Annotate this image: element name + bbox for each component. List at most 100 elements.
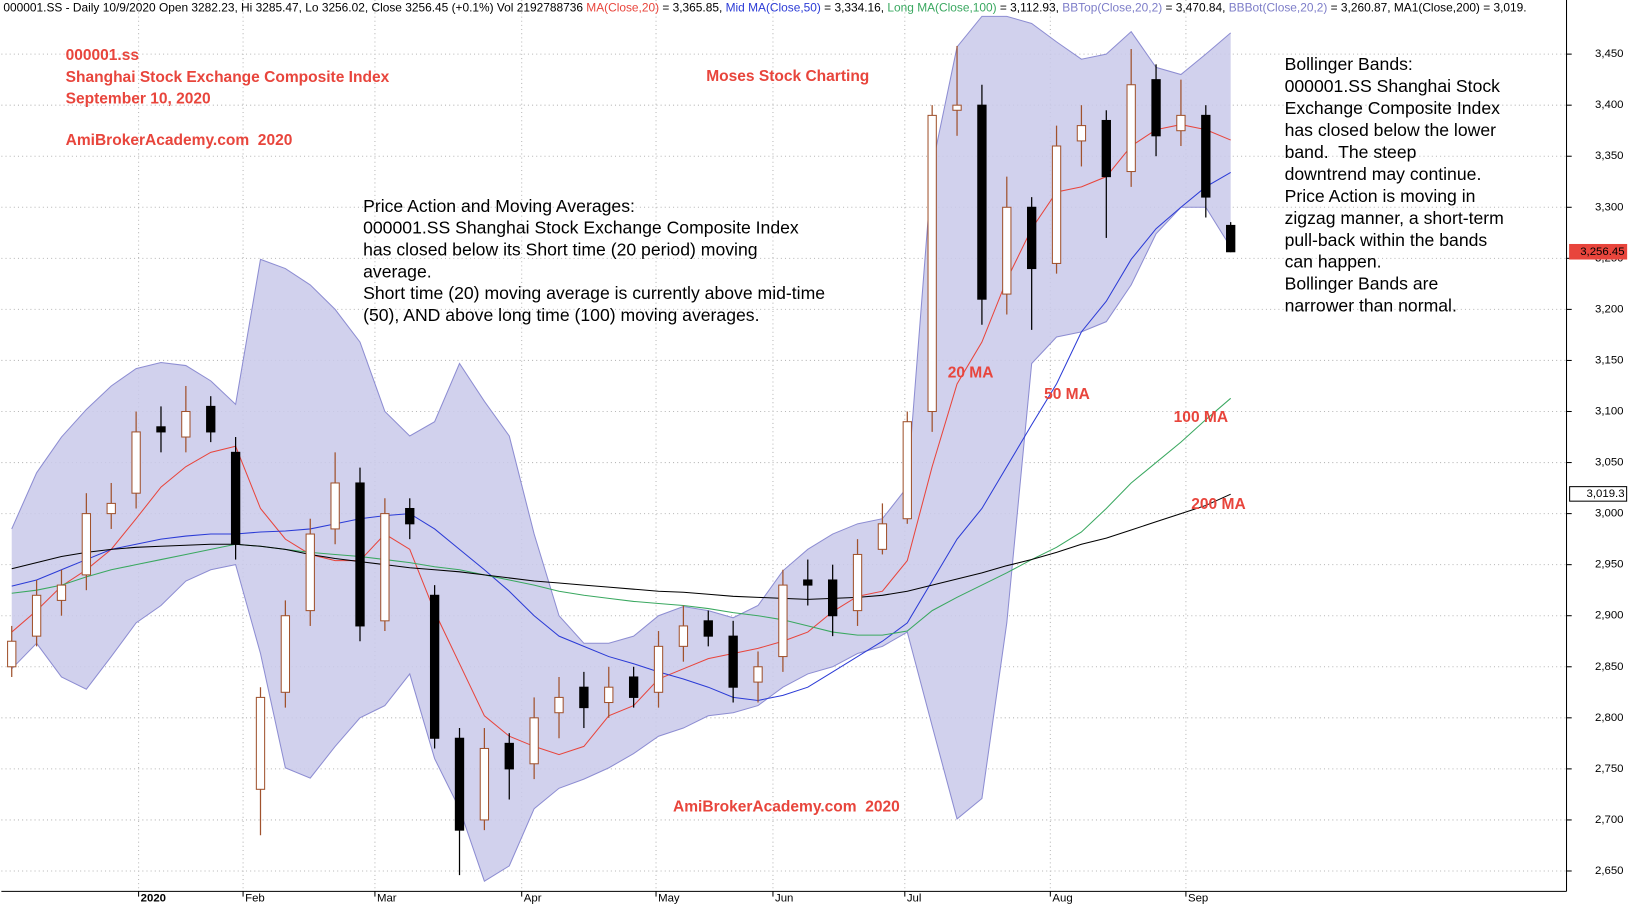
ma-label: 20 MA [948, 364, 994, 381]
candle-body [429, 594, 440, 739]
header-part: Mid MA(Close,50) [726, 0, 821, 14]
y-tick-label: 3,350 [1595, 150, 1624, 162]
candle-body [579, 686, 589, 709]
candle-body [554, 696, 564, 714]
price-action-note: Price Action and Moving Averages:000001.… [363, 196, 825, 325]
candle-body [877, 523, 888, 550]
price-tag-box [1569, 486, 1628, 502]
header-part: 000001.SS - Daily 10/9/2020 Open 3282.23… [3, 0, 586, 14]
bollinger-note: Bollinger Bands:000001.SS Shanghai Stock… [1285, 54, 1504, 316]
candle-body [1201, 114, 1211, 198]
y-tick-label: 2,750 [1595, 763, 1624, 775]
moving-average [11, 397, 1232, 636]
candle-body [604, 686, 614, 704]
header-part: = 3,112.93, [997, 0, 1063, 14]
candle-body [280, 615, 291, 693]
note-line: 000001.SS Shanghai Stock Exchange Compos… [363, 218, 799, 238]
candle-body [380, 513, 390, 622]
candle-body [1126, 84, 1136, 173]
note-line: zigzag manner, a short-term [1285, 208, 1504, 228]
ma-label: 50 MA [1044, 386, 1090, 403]
y-tick-label: 3,150 [1595, 354, 1624, 366]
header-part: = 3,470.84, [1162, 0, 1229, 14]
note-line: 000001.SS Shanghai Stock [1285, 76, 1501, 96]
candle-body [1226, 224, 1236, 253]
candle-body [728, 635, 738, 688]
note-line: Exchange Composite Index [1285, 98, 1501, 118]
note-line: Bollinger Bands: [1285, 54, 1413, 74]
y-tick-label: 3,100 [1595, 406, 1624, 418]
candle-body [454, 737, 465, 831]
note-line: (50), AND above long time (100) moving a… [363, 305, 759, 325]
bollinger-band [11, 16, 1231, 882]
moving-average [11, 493, 1231, 600]
site: AmiBrokerAcademy.com 2020 [66, 132, 293, 149]
candle-body [927, 114, 937, 413]
header-part: = 3,334.16, [821, 0, 888, 14]
candle-body [330, 482, 340, 530]
candle-body [206, 405, 216, 433]
header-part: BBTop(Close,20,2) [1062, 0, 1162, 14]
candle-body [1051, 145, 1062, 264]
note-line: Short time (20) moving average is curren… [363, 283, 825, 303]
ma-label: 200 MA [1191, 496, 1245, 513]
candle-body [156, 426, 166, 433]
candle-body [230, 451, 241, 545]
note-line: Bollinger Bands are [1285, 274, 1439, 294]
band-top [11, 15, 1232, 644]
ticker: 000001.ss [66, 47, 139, 64]
note-line: band. The steep [1285, 142, 1417, 162]
brand: Moses Stock Charting [706, 68, 869, 85]
note-line: has closed below the lower [1285, 120, 1497, 140]
candle-body [7, 640, 17, 668]
candle-body [31, 594, 42, 637]
y-tick-label: 2,800 [1595, 712, 1624, 724]
candle-body [81, 513, 92, 576]
note-line: narrower than normal. [1285, 296, 1457, 316]
candle-body [1151, 79, 1161, 137]
candle-body [1176, 114, 1186, 132]
index-name: Shanghai Stock Exchange Composite Index [66, 69, 390, 86]
note-line: average. [363, 261, 432, 281]
y-tick-label: 3,000 [1595, 508, 1624, 520]
candle-body [778, 584, 788, 658]
candle-body [827, 579, 838, 617]
candle-body [529, 717, 539, 765]
candle-body [106, 502, 116, 515]
candle-body [653, 645, 664, 693]
y-tick-label: 3,050 [1595, 457, 1624, 469]
header-part: BBBot(Close,20,2) [1229, 0, 1328, 14]
note-line: has closed below its Short time (20 peri… [363, 239, 757, 259]
date: September 10, 2020 [66, 91, 211, 108]
x-tick-label: Jul [907, 893, 922, 905]
plot [7, 15, 1236, 882]
footer-site: AmiBrokerAcademy.com 2020 [673, 799, 900, 816]
candle-body [131, 431, 141, 494]
candle-body [703, 620, 713, 637]
price-tag-box [1569, 243, 1628, 260]
x-tick-label: Apr [524, 893, 542, 905]
moving-average [11, 171, 1231, 701]
candle-body [753, 666, 763, 683]
y-tick-label: 2,850 [1595, 661, 1624, 673]
y-tick-label: 2,650 [1595, 865, 1624, 877]
candle-body [255, 696, 266, 790]
header: 000001.SS - Daily 10/9/2020 Open 3282.23… [3, 0, 1526, 14]
price-tag: 3,256.45 [1580, 246, 1624, 258]
y-tick-label: 2,900 [1595, 610, 1624, 622]
candle-body [405, 507, 415, 525]
candle-body [1027, 206, 1037, 270]
x-tick-label: Feb [245, 893, 265, 905]
x-tick-label: 2020 [141, 893, 166, 905]
candle-body [181, 410, 191, 438]
header-part: Long MA(Close,100) [887, 0, 996, 14]
candle-body [1101, 119, 1111, 178]
y-tick-label: 3,450 [1595, 48, 1624, 60]
candle-body [1076, 125, 1087, 142]
note-line: can happen. [1285, 252, 1382, 272]
header-part: MA(Close,20) [586, 0, 659, 14]
candle-body [977, 104, 987, 300]
candle-body [628, 676, 639, 698]
note-line: downtrend may continue. [1285, 164, 1482, 184]
